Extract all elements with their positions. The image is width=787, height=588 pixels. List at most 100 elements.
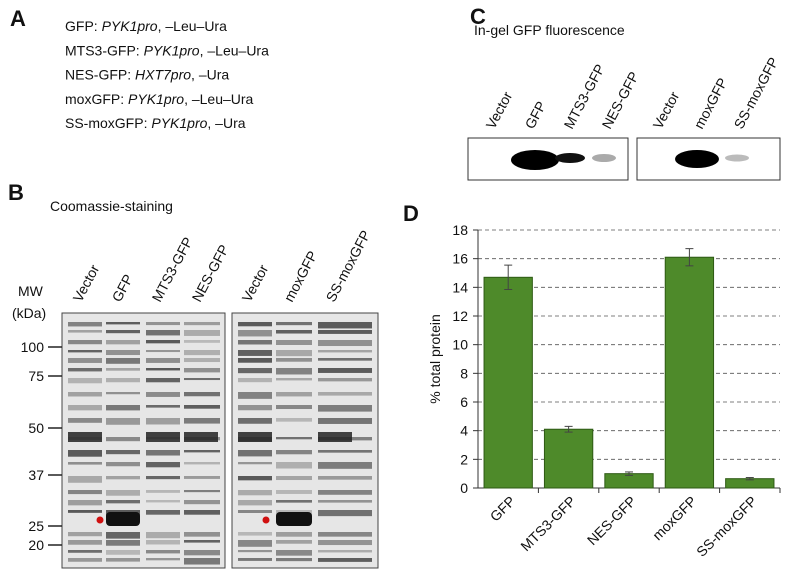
medium: , –Ura xyxy=(207,115,245,131)
gel-band xyxy=(276,418,312,422)
gel-band xyxy=(146,340,180,344)
gel-band xyxy=(68,358,102,363)
gel-band xyxy=(184,378,220,381)
gel-band xyxy=(276,550,312,556)
gel-band xyxy=(184,392,220,397)
gel-band xyxy=(106,368,140,371)
gel-band xyxy=(238,378,272,383)
gel-band xyxy=(106,558,140,562)
fluor-band xyxy=(555,153,585,163)
error-bar xyxy=(564,425,573,433)
y-tick-label: 18 xyxy=(452,222,468,238)
gel-band xyxy=(106,340,140,345)
error-bar xyxy=(685,248,694,267)
gel-band xyxy=(184,450,220,453)
strain-name: NES-GFP: xyxy=(65,67,135,83)
gel-band xyxy=(106,350,140,356)
gel-band xyxy=(238,322,272,327)
gel-band xyxy=(276,450,312,455)
strain-name: GFP: xyxy=(65,18,102,34)
gel-band xyxy=(68,368,102,372)
gel-band xyxy=(184,340,220,343)
gel-band xyxy=(68,350,102,353)
gel-band xyxy=(318,392,372,396)
gel-band xyxy=(318,532,372,537)
panel-title: In-gel GFP fluorescence xyxy=(474,22,625,38)
y-tick-label: 4 xyxy=(460,423,468,439)
fluor-band xyxy=(511,150,559,170)
gel-band xyxy=(146,378,180,383)
medium: , –Ura xyxy=(191,67,229,83)
gel-band xyxy=(146,322,180,326)
y-tick-label: 16 xyxy=(452,251,468,267)
mw-marker: 50 xyxy=(28,420,44,436)
gel-band xyxy=(276,340,312,345)
bar xyxy=(543,428,594,489)
gel-band xyxy=(184,418,220,424)
marker-dot xyxy=(96,516,104,524)
panel-label: A xyxy=(10,6,26,31)
gel-band xyxy=(276,462,312,469)
gel-band xyxy=(318,540,372,546)
gel-band xyxy=(276,405,312,410)
error-bar xyxy=(625,471,633,476)
gel-band xyxy=(184,462,220,465)
gel-band xyxy=(318,330,372,334)
gel-band xyxy=(68,500,102,506)
gel-band xyxy=(318,450,372,453)
gel-band xyxy=(184,405,220,409)
strain-line: MTS3-GFP: PYK1pro, –Leu–Ura xyxy=(65,42,269,58)
gel-band xyxy=(106,392,140,395)
gel-band xyxy=(146,500,180,503)
gel-band xyxy=(318,358,372,361)
strain-line: NES-GFP: HXT7pro, –Ura xyxy=(65,67,229,83)
gel-band xyxy=(68,378,102,384)
mw-marker: 37 xyxy=(28,467,44,483)
gel-band xyxy=(318,405,372,412)
y-tick-label: 6 xyxy=(460,394,468,410)
gel-band xyxy=(238,450,272,457)
gel-band xyxy=(238,462,272,465)
gel-band xyxy=(106,500,140,504)
gel-band xyxy=(184,550,220,556)
gel-band xyxy=(184,330,220,336)
gel-band xyxy=(318,490,372,495)
error-bar xyxy=(745,477,754,481)
gel-band xyxy=(184,476,220,479)
gel-band xyxy=(238,476,272,481)
gel-band xyxy=(318,322,372,329)
gel-band xyxy=(146,405,180,408)
gel-band xyxy=(146,462,180,468)
gel-band xyxy=(184,490,220,493)
medium: , –Leu–Ura xyxy=(184,91,253,107)
gel-band xyxy=(318,558,372,562)
gel-band xyxy=(318,510,372,517)
gel-band xyxy=(106,405,140,411)
promoter: PYK1pro xyxy=(102,18,158,34)
panel-label: D xyxy=(403,201,419,226)
medium: , –Leu–Ura xyxy=(200,42,269,58)
mw-marker: 25 xyxy=(28,518,44,534)
strain-line: SS-moxGFP: PYK1pro, –Ura xyxy=(65,115,246,131)
gel-band xyxy=(68,510,102,513)
gel-band xyxy=(276,330,312,334)
gel-band xyxy=(238,500,272,506)
gel-band xyxy=(238,550,272,553)
gel-band xyxy=(106,378,140,383)
mw-marker: 100 xyxy=(21,339,45,355)
y-tick-label: 14 xyxy=(452,279,468,295)
gel-band xyxy=(106,550,140,555)
gel-band xyxy=(146,350,180,353)
y-tick-label: 8 xyxy=(460,365,468,381)
gel-band xyxy=(184,500,220,505)
gel-band xyxy=(146,392,180,397)
gel-band xyxy=(68,392,102,397)
gel-band xyxy=(146,490,180,493)
gel-band xyxy=(146,418,180,425)
gel-band xyxy=(318,462,372,469)
gel-band xyxy=(184,540,220,543)
panel-title: Coomassie-staining xyxy=(50,198,173,214)
gel-band xyxy=(276,392,312,397)
gel-band xyxy=(146,432,180,442)
